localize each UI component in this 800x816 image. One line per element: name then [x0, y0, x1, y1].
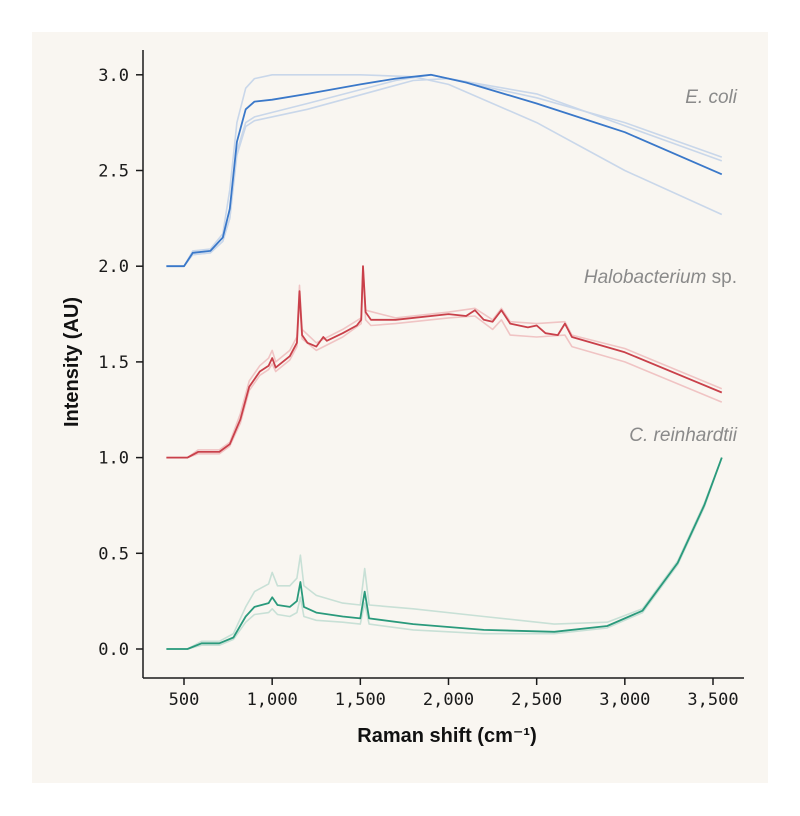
x-tick-label: 1,000: [247, 690, 298, 710]
replicate-lines: [166, 74, 723, 650]
mean-lines: [166, 73, 723, 650]
series-labels: E. coli Halobacterium sp. C. reinhardtii: [584, 87, 738, 446]
series-label-italic: Halobacterium: [584, 267, 707, 288]
x-ticks: 500 1,000 1,500 2,000 2,500 3,000 3,500: [169, 678, 739, 710]
mean-line-2: [166, 457, 723, 650]
y-axis-label: Intensity (AU): [61, 297, 83, 427]
x-axis-label: Raman shift (cm⁻¹): [357, 725, 536, 747]
replicate-line-1-0: [166, 265, 723, 459]
x-tick-label: 1,500: [335, 690, 386, 710]
series-label-1: Halobacterium sp.: [584, 267, 737, 288]
x-tick-label: 3,000: [599, 690, 650, 710]
replicate-line-2-1: [166, 457, 723, 650]
replicate-line-0-0: [166, 74, 723, 267]
y-tick-label: 1.0: [98, 449, 129, 469]
replicate-line-0-1: [166, 74, 723, 267]
y-tick-label: 3.0: [98, 66, 129, 86]
mean-line-0: [166, 73, 723, 268]
series-label-suffix: sp.: [706, 267, 737, 288]
series-label-2: C. reinhardtii: [629, 425, 737, 446]
y-tick-label: 0.5: [98, 544, 129, 564]
y-tick-label: 1.5: [98, 353, 129, 373]
y-tick-label: 0.0: [98, 640, 129, 660]
y-tick-label: 2.0: [98, 257, 129, 277]
series-label-0: E. coli: [685, 87, 738, 108]
x-tick-label: 2,000: [423, 690, 474, 710]
x-tick-label: 2,500: [511, 690, 562, 710]
chart-panel: [32, 32, 768, 783]
replicate-line-2-0: [166, 457, 723, 650]
replicate-line-1-1: [166, 271, 723, 459]
series-label-italic: E. coli: [685, 87, 738, 108]
series-label-italic: C. reinhardtii: [629, 425, 737, 446]
x-tick-label: 3,500: [687, 690, 738, 710]
y-ticks: 0.0 0.5 1.0 1.5 2.0 2.5 3.0: [98, 66, 143, 660]
y-tick-label: 2.5: [98, 162, 129, 182]
mean-line-1: [166, 265, 723, 459]
replicate-line-0-2: [166, 77, 723, 267]
x-tick-label: 500: [169, 690, 200, 710]
